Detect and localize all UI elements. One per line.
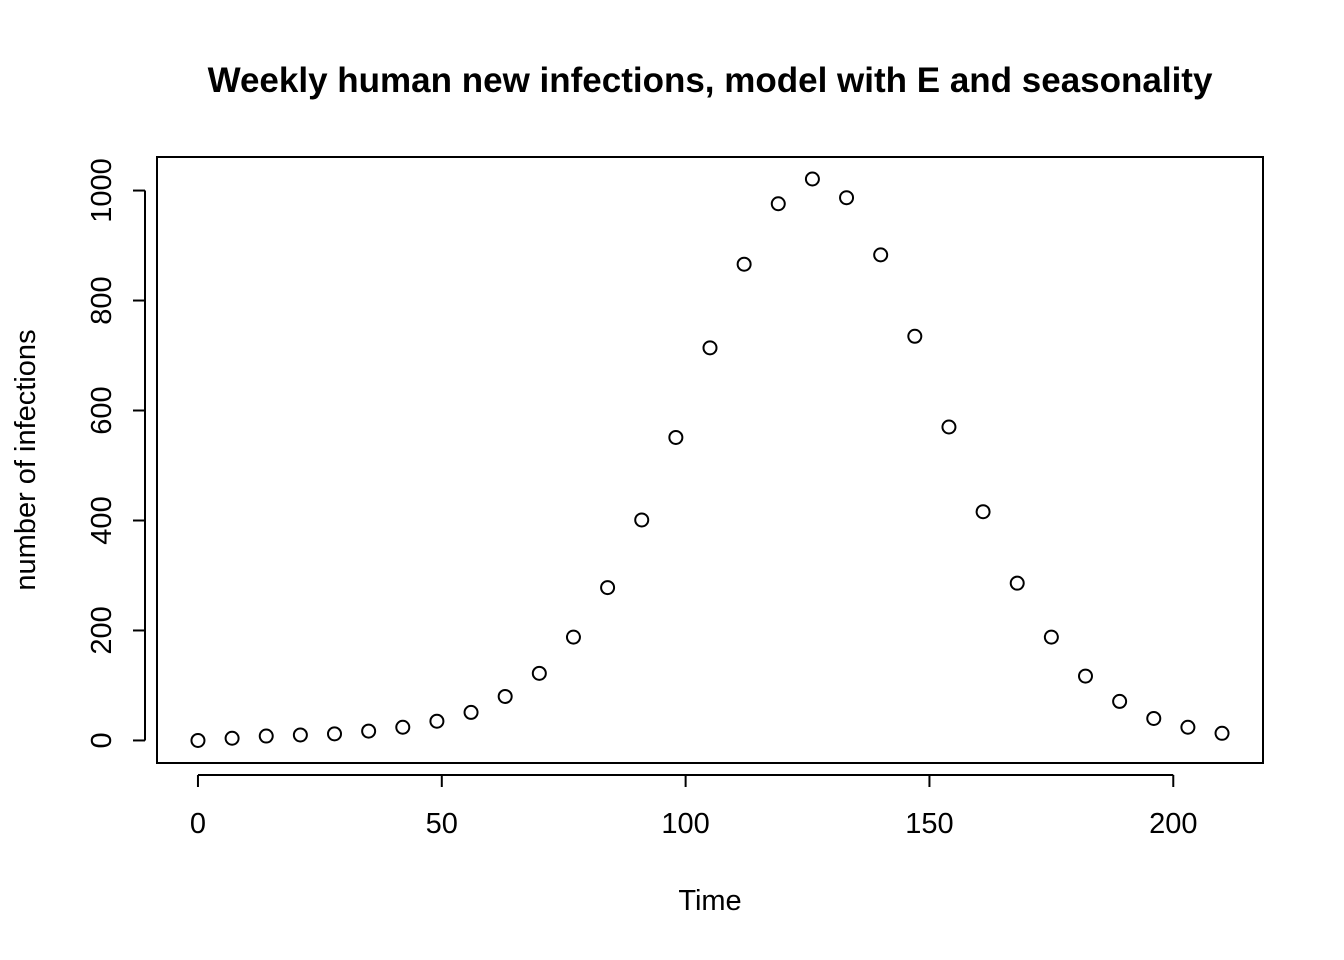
- y-tick-label: 1000: [86, 158, 118, 223]
- data-point: [497, 688, 513, 704]
- data-point: [190, 732, 206, 748]
- data-point: [1112, 693, 1128, 709]
- data-point: [804, 171, 820, 187]
- y-tick-label: 600: [86, 386, 118, 434]
- plot-frame: [156, 156, 1264, 764]
- y-tick-label: 800: [86, 276, 118, 324]
- y-tick-label: 400: [86, 496, 118, 544]
- data-point: [1214, 725, 1230, 741]
- data-point: [395, 719, 411, 735]
- data-point: [736, 256, 752, 272]
- data-point: [839, 190, 855, 206]
- data-point: [565, 629, 581, 645]
- data-point: [907, 328, 923, 344]
- data-point: [975, 504, 991, 520]
- y-axis-label: number of infections: [10, 329, 42, 590]
- chart-title: Weekly human new infections, model with …: [208, 61, 1213, 100]
- x-axis: 0 50 100 150 200: [190, 774, 1197, 840]
- data-point: [1180, 719, 1196, 735]
- data-point: [770, 196, 786, 212]
- y-axis: 0 200 400 600 800 1000: [86, 158, 146, 749]
- data-points: [190, 171, 1230, 748]
- data-point: [941, 419, 957, 435]
- x-tick-label: 150: [905, 808, 953, 840]
- data-point: [327, 726, 343, 742]
- data-point: [634, 512, 650, 528]
- data-point: [258, 728, 274, 744]
- data-point: [1077, 668, 1093, 684]
- y-tick-label: 200: [86, 606, 118, 654]
- data-point: [463, 704, 479, 720]
- x-tick-label: 200: [1149, 808, 1197, 840]
- data-point: [429, 713, 445, 729]
- data-point: [873, 247, 889, 263]
- data-point: [224, 730, 240, 746]
- x-tick-label: 50: [426, 808, 458, 840]
- data-point: [1009, 575, 1025, 591]
- data-point: [600, 580, 616, 596]
- y-tick-label: 0: [86, 732, 118, 748]
- data-point: [361, 723, 377, 739]
- data-point: [292, 727, 308, 743]
- data-point: [531, 665, 547, 681]
- data-point: [668, 429, 684, 445]
- data-point: [1146, 710, 1162, 726]
- x-axis-label: Time: [678, 885, 741, 917]
- data-point: [702, 340, 718, 356]
- data-point: [1043, 629, 1059, 645]
- x-tick-label: 100: [661, 808, 709, 840]
- x-tick-label: 0: [190, 808, 206, 840]
